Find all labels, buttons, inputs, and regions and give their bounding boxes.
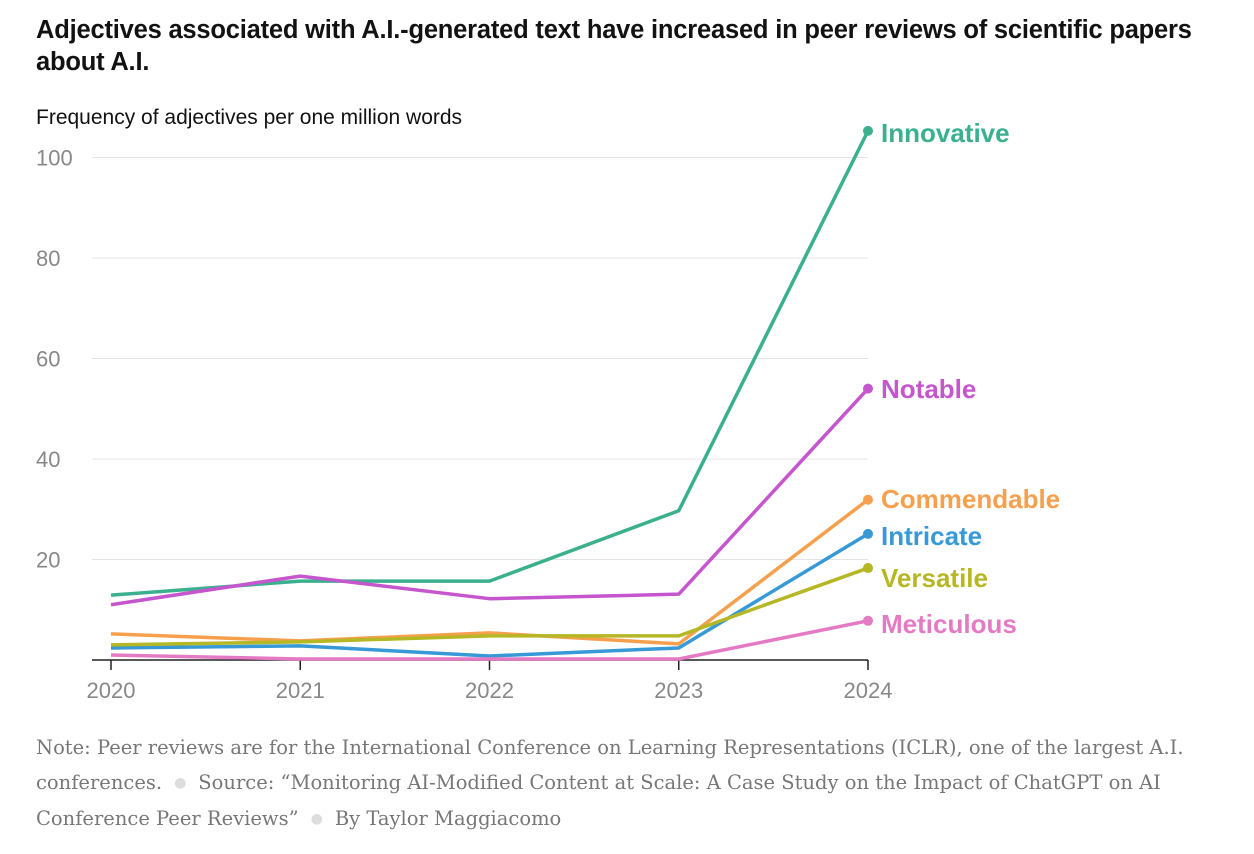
chart-title: Adjectives associated with A.I.-generate… [36, 16, 1192, 76]
end-point-innovative [863, 125, 873, 136]
series-line-notable [110, 387, 870, 607]
end-point-versatile [863, 563, 873, 574]
y-tick-label: 60 [36, 347, 60, 372]
end-point-notable [863, 383, 873, 394]
y-tick-label: 40 [36, 447, 60, 472]
series-labels: Innovative Notable Commendable Intricate Ver… [881, 118, 1060, 639]
x-tick-label: 2024 [844, 678, 893, 703]
y-axis-ticks: 20 40 60 80 100 [36, 146, 73, 573]
line-chart: 20 40 60 80 100 2020 2021 2022 2023 2024 Innovat… [36, 118, 1060, 703]
separator-dot: ● [174, 775, 187, 791]
series-label-innovative: Innovative [881, 118, 1010, 148]
series-line-meticulous [110, 619, 869, 661]
end-point-commendable [863, 494, 873, 505]
end-point-intricate [863, 528, 873, 539]
x-tick-label: 2021 [276, 678, 325, 703]
series-line-commendable [110, 498, 870, 646]
chart-subtitle: Frequency of adjectives per one million … [36, 106, 463, 129]
series-line-innovative [110, 130, 870, 597]
series-label-meticulous: Meticulous [881, 609, 1017, 639]
series-label-versatile: Versatile [881, 563, 988, 593]
series-lines [110, 125, 873, 661]
y-tick-label: 80 [36, 246, 60, 271]
y-tick-label: 100 [36, 146, 73, 171]
gridlines [92, 157, 868, 560]
series-label-intricate: Intricate [881, 521, 982, 551]
x-tick-label: 2020 [87, 678, 136, 703]
footer-source: Source: “Monitoring AI-Modified Content … [36, 771, 1161, 830]
x-axis-ticks: 2020 2021 2022 2023 2024 [87, 660, 893, 703]
footer-note: Note: Peer reviews are for the Internati… [36, 736, 1184, 794]
series-label-notable: Notable [881, 374, 976, 404]
x-tick-label: 2022 [465, 678, 514, 703]
series-label-commendable: Commendable [881, 484, 1060, 514]
y-tick-label: 20 [36, 548, 60, 573]
end-point-meticulous [863, 615, 873, 626]
series-line-intricate [110, 532, 869, 658]
separator-dot: ● [310, 811, 323, 827]
footer-byline: By Taylor Maggiacomo [334, 807, 562, 830]
x-tick-label: 2023 [654, 678, 703, 703]
series-line-versatile [110, 566, 869, 647]
chart-footer: Note: Peer reviews are for the Internati… [36, 730, 1246, 837]
